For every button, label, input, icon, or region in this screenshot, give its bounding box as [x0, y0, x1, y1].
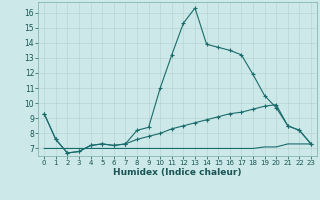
- X-axis label: Humidex (Indice chaleur): Humidex (Indice chaleur): [113, 168, 242, 177]
